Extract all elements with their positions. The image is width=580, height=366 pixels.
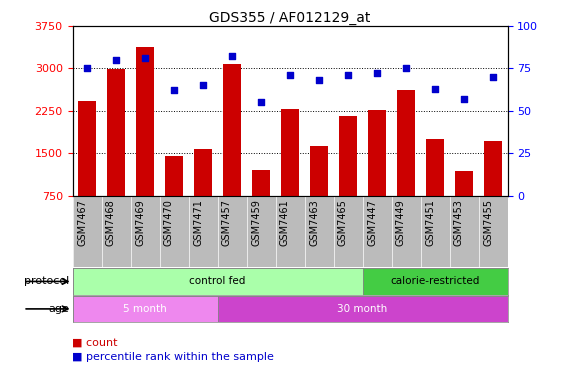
Point [198,82,208,88]
Bar [362,268,508,295]
Text: GSM7469: GSM7469 [135,199,145,246]
Bar [72,268,362,295]
Point [140,55,150,61]
Text: GSM7461: GSM7461 [280,199,290,246]
Bar [218,296,508,322]
Text: GSM7447: GSM7447 [367,199,377,246]
Bar [281,109,299,196]
Bar [136,46,154,196]
Point [169,87,179,93]
Point [227,53,237,59]
Text: GSM7455: GSM7455 [483,199,493,246]
Bar [72,296,218,322]
Text: GSM7463: GSM7463 [309,199,319,246]
Point [111,57,121,63]
Text: protocol: protocol [24,276,70,287]
Text: GSM7453: GSM7453 [454,199,464,246]
Title: GDS355 / AF012129_at: GDS355 / AF012129_at [209,11,371,25]
Point [314,77,324,83]
Bar [223,64,241,196]
Point [256,99,266,105]
Bar [165,156,183,196]
Bar [426,139,444,196]
Text: ■ count: ■ count [72,337,118,347]
Point [430,86,440,92]
Text: GSM7465: GSM7465 [338,199,348,246]
Bar [78,101,96,196]
Text: calorie-restricted: calorie-restricted [390,276,480,287]
Text: ■ percentile rank within the sample: ■ percentile rank within the sample [72,352,274,362]
Point [459,96,469,102]
Text: 5 month: 5 month [123,304,167,314]
Bar [252,170,270,196]
Text: GSM7449: GSM7449 [396,199,406,246]
Text: GSM7451: GSM7451 [425,199,435,246]
Text: control fed: control fed [189,276,246,287]
Bar [455,171,473,196]
Point [285,72,295,78]
Bar [368,110,386,196]
Bar [194,149,212,196]
Text: GSM7471: GSM7471 [193,199,203,246]
Text: GSM7457: GSM7457 [222,199,232,246]
Bar [310,146,328,196]
Text: GSM7459: GSM7459 [251,199,261,246]
Bar [484,141,502,196]
Text: GSM7470: GSM7470 [164,199,174,246]
Point [401,65,411,71]
Text: age: age [49,304,70,314]
Point [372,70,382,76]
Text: 30 month: 30 month [338,304,387,314]
Point [82,65,92,71]
Text: GSM7468: GSM7468 [106,199,116,246]
Bar [397,90,415,196]
Point [488,74,498,80]
Point [343,72,353,78]
Bar [339,116,357,196]
Bar [107,69,125,196]
Text: GSM7467: GSM7467 [77,199,87,246]
